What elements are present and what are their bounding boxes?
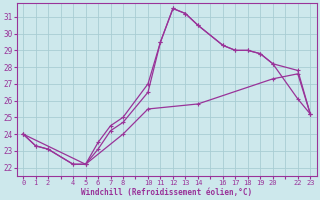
- X-axis label: Windchill (Refroidissement éolien,°C): Windchill (Refroidissement éolien,°C): [81, 188, 252, 197]
